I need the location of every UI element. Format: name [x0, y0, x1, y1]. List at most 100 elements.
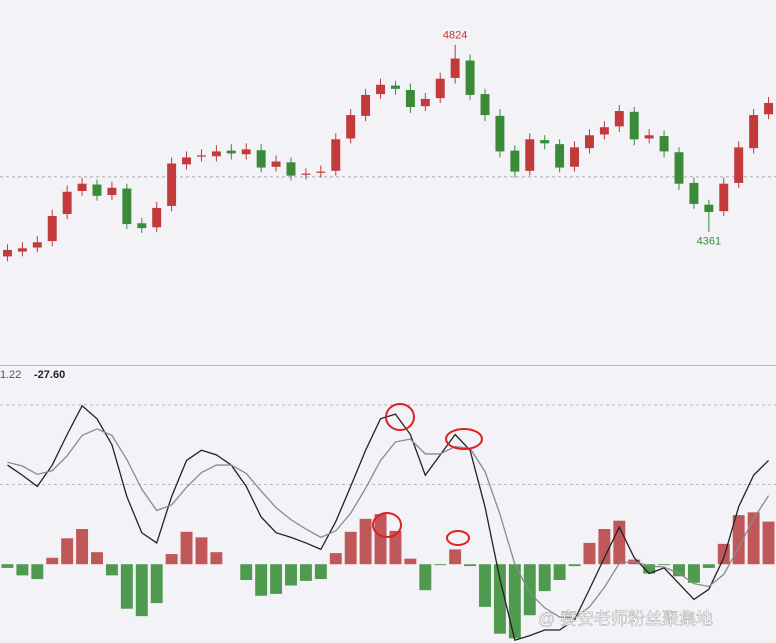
indicator-value: -27.60 — [34, 369, 65, 381]
candle-body — [226, 150, 236, 154]
candle-body — [107, 187, 117, 196]
candle-body — [435, 78, 445, 99]
histogram-bar — [255, 564, 268, 596]
histogram-bar — [240, 564, 253, 580]
candle-body — [749, 115, 759, 149]
highlight-circle — [385, 403, 415, 431]
watermark: @ 宴安老师粉丝聚集地 — [538, 609, 713, 628]
histogram-bar — [105, 564, 118, 576]
histogram-bar — [658, 564, 671, 566]
indicator-line — [7, 428, 770, 619]
histogram-bar — [270, 564, 283, 594]
histogram-bar — [583, 542, 596, 565]
candle-body — [644, 135, 654, 139]
candle-body — [764, 102, 774, 115]
candle-body — [450, 58, 460, 78]
candle-body — [346, 115, 356, 139]
histogram-bar — [165, 554, 178, 565]
histogram-bar — [374, 514, 387, 565]
candle-body — [629, 111, 639, 140]
candle-body — [32, 242, 42, 248]
histogram-bar — [285, 564, 297, 586]
candle-body — [271, 161, 281, 167]
histogram-bar — [16, 564, 29, 576]
candle-body — [674, 152, 684, 184]
histogram-bar — [359, 518, 372, 565]
candle-body — [510, 150, 520, 172]
histogram-bar — [314, 564, 327, 580]
histogram-bar — [329, 553, 342, 565]
candle-body — [331, 139, 341, 171]
candle-body — [196, 155, 206, 157]
candle-body — [719, 183, 729, 212]
candle-body — [122, 188, 132, 225]
histogram-bar — [46, 557, 59, 565]
histogram-bar — [613, 520, 626, 565]
histogram-bar — [464, 564, 477, 567]
histogram-bar — [404, 558, 417, 565]
candle-body — [689, 182, 699, 204]
highlight-circle — [372, 512, 402, 538]
highlight-circle — [445, 428, 483, 450]
candle-body — [286, 162, 296, 176]
histogram-bar — [732, 515, 745, 565]
candle-body — [584, 135, 594, 149]
histogram-bar — [553, 564, 566, 580]
candle-body — [540, 140, 550, 144]
histogram-bar — [31, 564, 44, 580]
candle-body — [405, 90, 415, 107]
candle-body — [241, 149, 251, 155]
candle-body — [420, 98, 430, 107]
histogram-bar — [717, 543, 730, 565]
histogram-bar — [598, 529, 611, 565]
plot: 4824 4361 1.22 -27.60 — [0, 30, 776, 642]
candle-body — [465, 60, 475, 95]
histogram-bar — [493, 564, 506, 634]
candle-body — [152, 207, 162, 228]
histogram-bar — [344, 531, 357, 565]
candle-body — [77, 183, 87, 191]
indicator-line — [7, 404, 769, 642]
candle-body — [137, 223, 147, 229]
histogram-bar — [508, 564, 521, 639]
histogram-bar — [1, 564, 14, 568]
candle-body — [2, 249, 12, 257]
histogram-bar — [568, 564, 581, 567]
candle-body — [47, 216, 57, 242]
candle-body — [614, 111, 624, 127]
candle-body — [301, 173, 311, 175]
histogram-bar — [389, 530, 402, 565]
histogram-bar — [434, 564, 447, 566]
histogram-bar — [299, 564, 312, 581]
histogram-bar — [747, 512, 760, 565]
price-annotation: 4824 — [443, 30, 467, 42]
histogram-bar — [120, 564, 133, 609]
histogram-bar — [180, 531, 193, 565]
histogram-bar — [479, 564, 491, 607]
candle-body — [704, 204, 714, 212]
histogram-bar — [762, 521, 775, 565]
histogram-bar — [210, 552, 223, 565]
candle-body — [182, 157, 192, 165]
candle-body — [734, 147, 744, 183]
candle-body — [361, 94, 371, 116]
candle-body — [17, 248, 27, 252]
candle-body — [495, 115, 505, 152]
price-annotation: 4361 — [697, 236, 721, 248]
candle-body — [316, 171, 326, 173]
candle-body — [599, 127, 609, 135]
candle-body — [659, 136, 669, 152]
histogram-bar — [419, 564, 432, 591]
histogram-bar — [76, 529, 89, 565]
indicator-value: 1.22 — [0, 369, 21, 381]
candle-body — [92, 184, 102, 196]
highlight-circle — [446, 530, 470, 546]
histogram-bar — [673, 564, 685, 577]
histogram-bar — [538, 564, 551, 592]
candle-body — [480, 94, 490, 116]
histogram-bar — [195, 537, 208, 565]
candle-body — [390, 85, 400, 89]
candle-body — [555, 144, 565, 168]
histogram-bar — [523, 564, 536, 616]
